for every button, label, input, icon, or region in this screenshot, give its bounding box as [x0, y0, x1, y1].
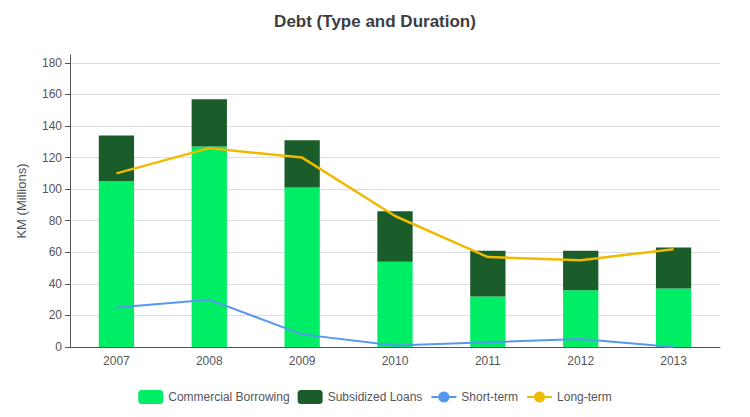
svg-text:2009: 2009 — [289, 354, 316, 368]
svg-text:2010: 2010 — [382, 354, 409, 368]
svg-text:2008: 2008 — [196, 354, 223, 368]
svg-text:Short-term: Short-term — [461, 390, 518, 404]
svg-text:Debt (Type and Duration): Debt (Type and Duration) — [274, 12, 476, 31]
svg-text:40: 40 — [49, 277, 63, 291]
svg-text:140: 140 — [42, 119, 62, 133]
svg-text:2007: 2007 — [103, 354, 130, 368]
svg-text:KM (Millions): KM (Millions) — [14, 163, 29, 238]
svg-text:80: 80 — [49, 214, 63, 228]
svg-text:Commercial Borrowing: Commercial Borrowing — [168, 390, 289, 404]
svg-text:60: 60 — [49, 245, 63, 259]
svg-text:Long-term: Long-term — [557, 390, 612, 404]
svg-text:180: 180 — [42, 56, 62, 70]
svg-text:2011: 2011 — [475, 354, 501, 368]
svg-text:120: 120 — [42, 151, 62, 165]
svg-text:Subsidized Loans: Subsidized Loans — [328, 390, 423, 404]
svg-text:2013: 2013 — [660, 354, 687, 368]
svg-text:160: 160 — [42, 87, 62, 101]
svg-text:2012: 2012 — [567, 354, 594, 368]
svg-text:0: 0 — [55, 340, 62, 354]
svg-text:20: 20 — [49, 308, 63, 322]
svg-text:100: 100 — [42, 182, 62, 196]
